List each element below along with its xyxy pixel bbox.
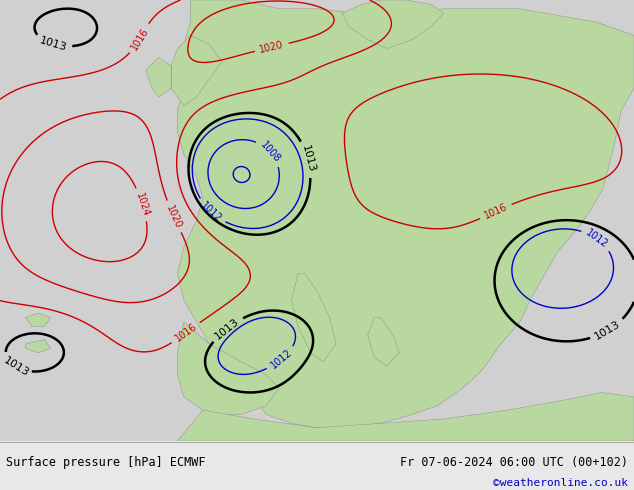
Text: 1012: 1012: [269, 347, 294, 371]
Text: 1016: 1016: [129, 25, 151, 52]
Polygon shape: [178, 0, 634, 428]
Polygon shape: [171, 35, 222, 106]
Polygon shape: [292, 273, 336, 362]
Text: 1012: 1012: [584, 227, 610, 250]
Text: 1013: 1013: [593, 319, 622, 342]
Text: 1013: 1013: [213, 316, 242, 342]
Text: 1024: 1024: [134, 191, 151, 218]
Text: 1013: 1013: [299, 145, 316, 174]
Polygon shape: [368, 318, 399, 366]
Text: 1020: 1020: [259, 40, 285, 55]
Text: 1020: 1020: [164, 203, 183, 230]
Text: 1008: 1008: [258, 140, 282, 165]
Text: 1016: 1016: [482, 202, 509, 221]
Text: 1013: 1013: [1, 355, 30, 379]
Polygon shape: [25, 340, 51, 353]
Text: Surface pressure [hPa] ECMWF: Surface pressure [hPa] ECMWF: [6, 456, 206, 469]
Text: 1013: 1013: [39, 35, 68, 53]
Polygon shape: [342, 0, 444, 49]
Text: Fr 07-06-2024 06:00 UTC (00+102): Fr 07-06-2024 06:00 UTC (00+102): [399, 456, 628, 469]
Polygon shape: [178, 392, 634, 441]
Polygon shape: [146, 57, 171, 97]
Text: 1016: 1016: [173, 321, 198, 344]
Text: 1012: 1012: [199, 200, 224, 224]
Polygon shape: [25, 313, 51, 326]
Text: ©weatheronline.co.uk: ©weatheronline.co.uk: [493, 478, 628, 488]
Polygon shape: [178, 322, 279, 415]
